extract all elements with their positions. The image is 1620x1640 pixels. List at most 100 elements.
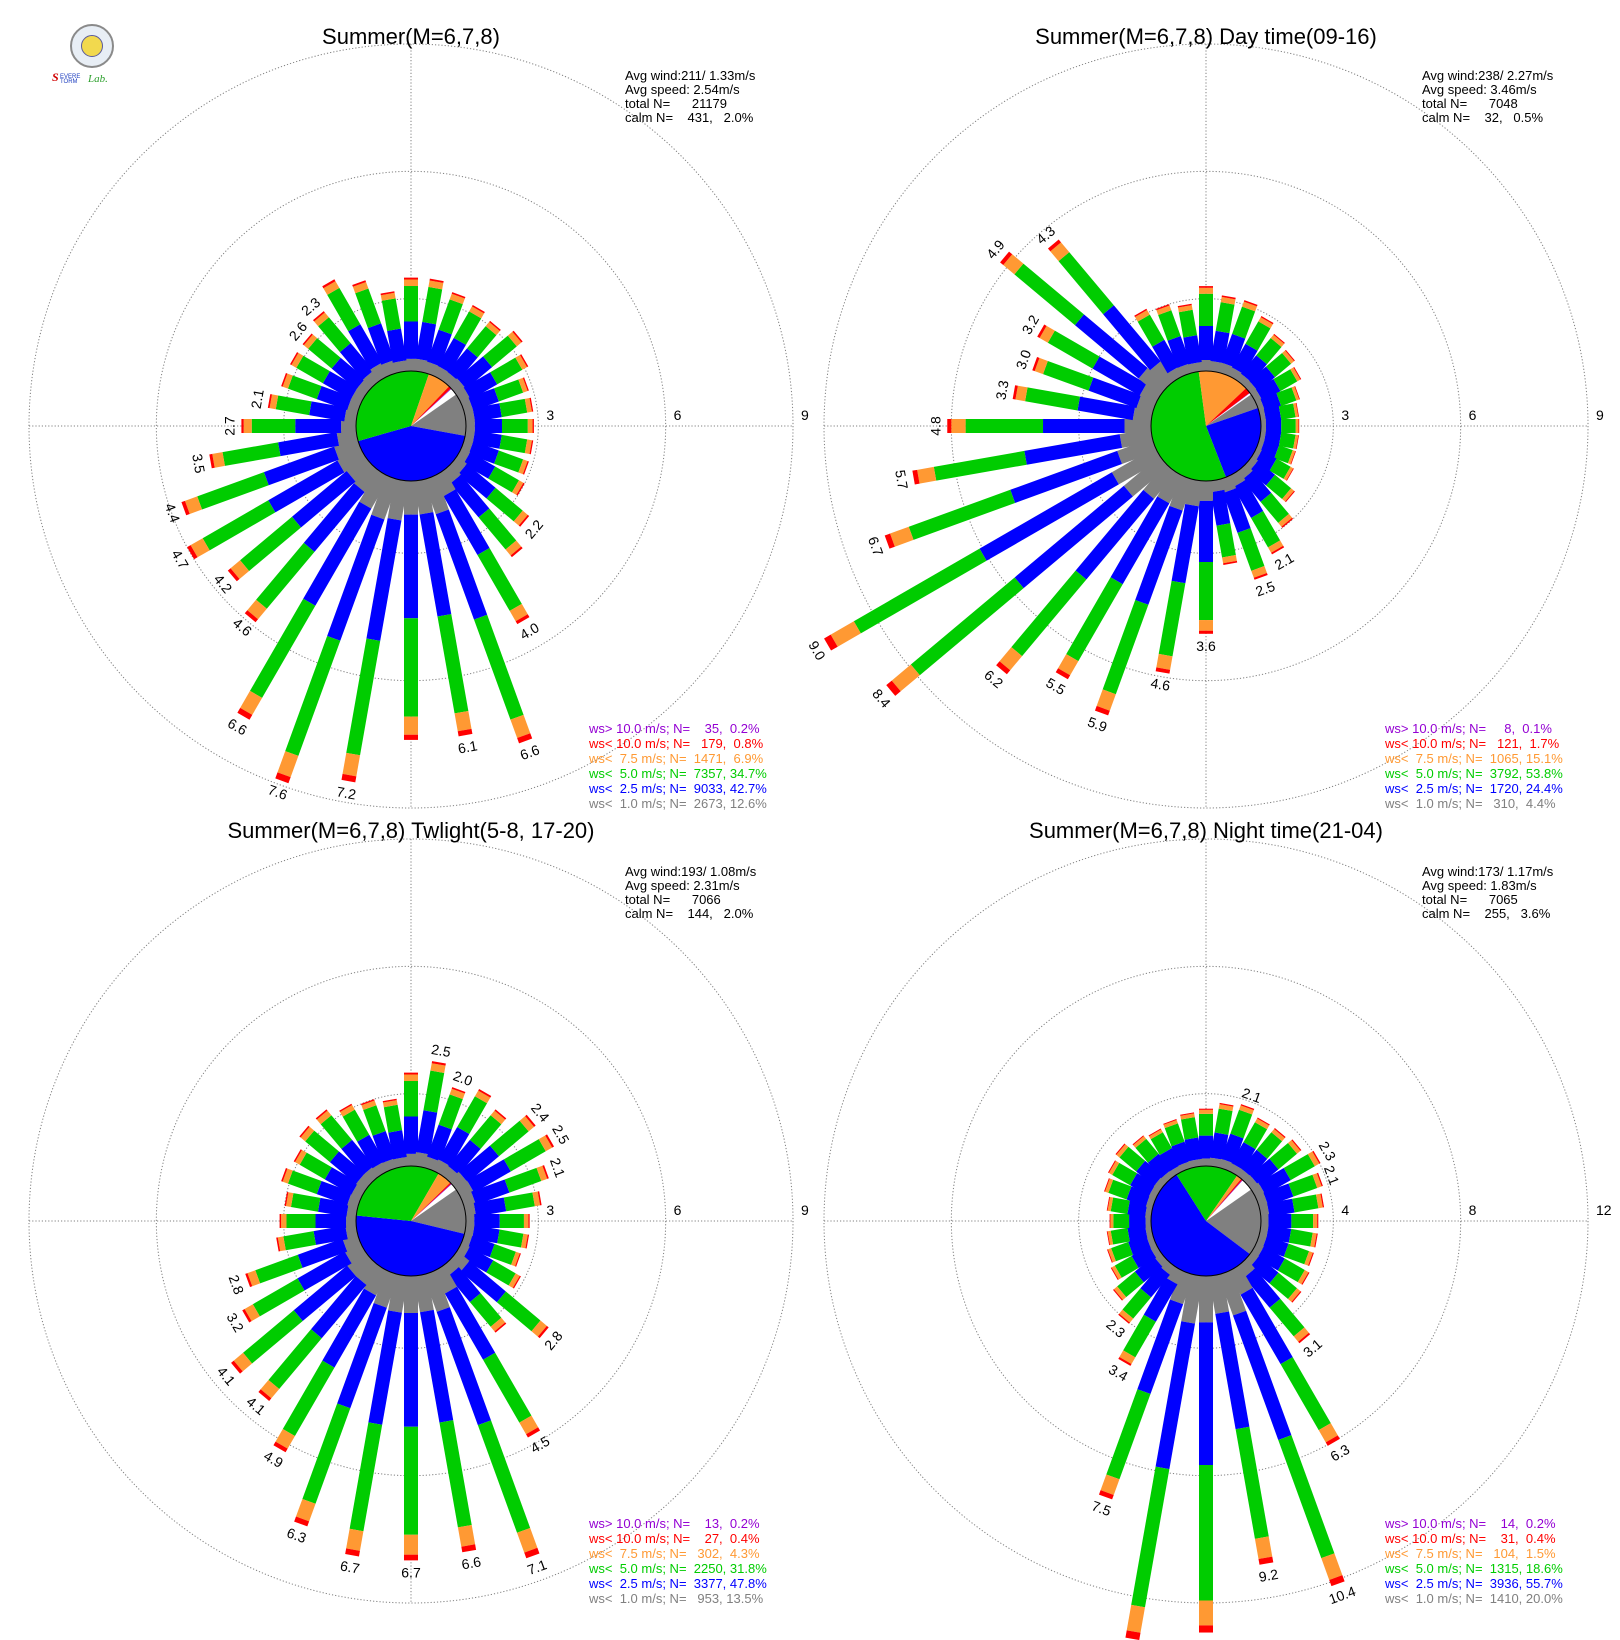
spoke-segment xyxy=(1108,1160,1116,1174)
spoke-segment xyxy=(1188,1158,1204,1169)
direction-spoke xyxy=(227,455,374,582)
spoke-segment xyxy=(1249,366,1276,392)
spoke-segment xyxy=(457,1096,488,1135)
stats-line: total N= 7048 xyxy=(1422,96,1518,111)
spoke-segment xyxy=(460,1233,473,1250)
spoke-segment xyxy=(432,1159,451,1177)
spoke-segment xyxy=(472,1225,500,1244)
spoke-segment xyxy=(511,480,524,495)
spoke-segment xyxy=(448,1250,470,1272)
spoke-segment xyxy=(996,661,1011,675)
spoke-value-label: 2.5 xyxy=(430,1041,452,1060)
direction-spoke xyxy=(1094,475,1194,716)
direction-spoke xyxy=(242,1242,367,1323)
direction-spoke xyxy=(423,1087,466,1172)
direction-spoke xyxy=(1258,428,1299,450)
spoke-segment xyxy=(1235,463,1253,480)
stats-line: calm N= 32, 0.5% xyxy=(1422,110,1543,125)
spoke-segment xyxy=(439,1420,472,1528)
spoke-segment xyxy=(320,1115,353,1149)
spoke-segment xyxy=(351,1182,367,1200)
spoke-segment xyxy=(247,599,267,620)
spoke-segment xyxy=(339,343,374,380)
spoke-segment xyxy=(1208,360,1225,374)
spoke-segment xyxy=(1235,1258,1255,1278)
direction-spoke xyxy=(1132,1135,1177,1184)
direction-spoke xyxy=(293,1149,367,1200)
spoke-segment xyxy=(302,333,313,346)
spoke-segment xyxy=(305,1130,339,1163)
spoke-segment xyxy=(1287,450,1296,465)
spoke-segment xyxy=(317,1197,349,1217)
legend-entry: ws< 10.0 m/s; N= 31, 0.4% xyxy=(1384,1531,1556,1546)
spoke-segment xyxy=(1153,1175,1169,1192)
spoke-segment xyxy=(1266,353,1292,378)
spoke-segment xyxy=(323,281,340,295)
spoke-segment xyxy=(467,1235,495,1258)
spoke-segment xyxy=(1118,1356,1132,1366)
spoke-segment xyxy=(190,538,210,558)
chart-title: Summer(M=6,7,8) Night time(21-04) xyxy=(1029,818,1383,843)
spoke-value-label: 2.5 xyxy=(1253,578,1277,600)
spoke-segment xyxy=(455,387,471,405)
spoke-segment xyxy=(237,707,253,720)
spoke-segment xyxy=(1127,1200,1148,1218)
spoke-segment xyxy=(227,568,240,582)
spoke-segment xyxy=(1316,1193,1323,1209)
spoke-segment xyxy=(1123,1314,1156,1358)
spoke-segment xyxy=(524,439,532,455)
spoke-segment xyxy=(1255,378,1281,402)
spoke-segment xyxy=(283,1231,316,1251)
spoke-segment xyxy=(1240,355,1267,383)
spoke-segment xyxy=(281,1168,288,1182)
spoke-segment xyxy=(1171,503,1199,584)
spoke-segment xyxy=(1015,385,1028,402)
spoke-segment xyxy=(1183,335,1202,365)
spoke-segment xyxy=(1235,1426,1269,1539)
direction-spoke xyxy=(1118,1265,1185,1366)
pie-outline xyxy=(355,1165,467,1277)
spoke-segment xyxy=(1155,1321,1196,1470)
direction-spoke xyxy=(352,280,399,377)
spoke-segment xyxy=(1103,305,1161,371)
spoke-value-label: 2.1 xyxy=(248,388,267,410)
spoke-segment xyxy=(1270,334,1285,347)
direction-spoke xyxy=(1235,463,1294,528)
spoke-segment xyxy=(1010,450,1122,503)
spoke-segment xyxy=(240,690,263,715)
spoke-segment xyxy=(1251,511,1281,548)
spoke-segment xyxy=(362,370,382,389)
spoke-segment xyxy=(1282,350,1295,364)
direction-spoke xyxy=(413,278,444,374)
spoke-segment xyxy=(505,540,522,556)
spoke-value-label: 3.2 xyxy=(224,1310,248,1335)
spoke-segment xyxy=(1177,363,1194,377)
spoke-segment xyxy=(1260,316,1274,325)
spoke-segment xyxy=(285,635,341,756)
spoke-segment xyxy=(367,323,395,365)
spoke-value-label: 6.3 xyxy=(285,1524,309,1546)
spoke-segment xyxy=(381,298,401,331)
spoke-segment xyxy=(536,1165,548,1182)
legend-entry: ws< 7.5 m/s; N= 1471, 6.9% xyxy=(588,751,764,766)
spoke-segment xyxy=(451,292,466,299)
stats-line: total N= 7065 xyxy=(1422,892,1518,907)
spoke-segment xyxy=(1250,447,1262,463)
direction-spoke xyxy=(1255,1233,1314,1266)
spoke-value-label: 4.6 xyxy=(1149,675,1171,694)
legend-entry: ws< 1.0 m/s; N= 953, 13.5% xyxy=(588,1591,764,1606)
spoke-segment xyxy=(413,478,434,515)
direction-spoke xyxy=(1125,1273,1204,1640)
spoke-value-label: 6.7 xyxy=(339,1557,361,1576)
spoke-segment xyxy=(1263,406,1282,423)
spoke-segment xyxy=(313,1225,348,1245)
direction-spoke xyxy=(1037,324,1162,405)
spoke-segment xyxy=(212,452,225,468)
direction-spoke xyxy=(209,428,359,469)
spoke-segment xyxy=(187,545,198,560)
spoke-segment xyxy=(497,1229,524,1248)
pie-slice xyxy=(1206,1178,1243,1221)
spoke-segment xyxy=(1096,689,1116,711)
spoke-segment xyxy=(1105,1178,1114,1193)
direction-spoke xyxy=(1032,357,1157,414)
